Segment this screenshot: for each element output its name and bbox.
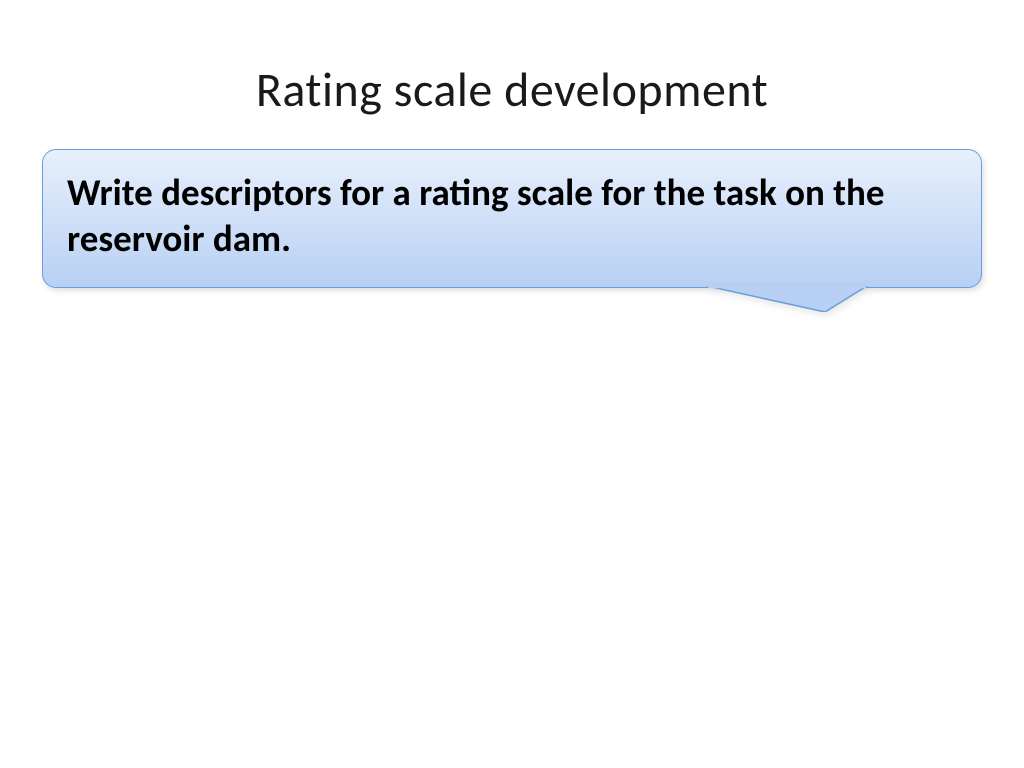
callout-box: Write descriptors for a rating scale for…: [42, 149, 982, 288]
callout-pointer-icon: [707, 286, 867, 312]
callout-text: Write descriptors for a rating scale for…: [67, 170, 957, 263]
slide: Rating scale development Write descripto…: [0, 0, 1024, 768]
callout-container: Write descriptors for a rating scale for…: [42, 149, 982, 288]
slide-title: Rating scale development: [0, 60, 1024, 119]
